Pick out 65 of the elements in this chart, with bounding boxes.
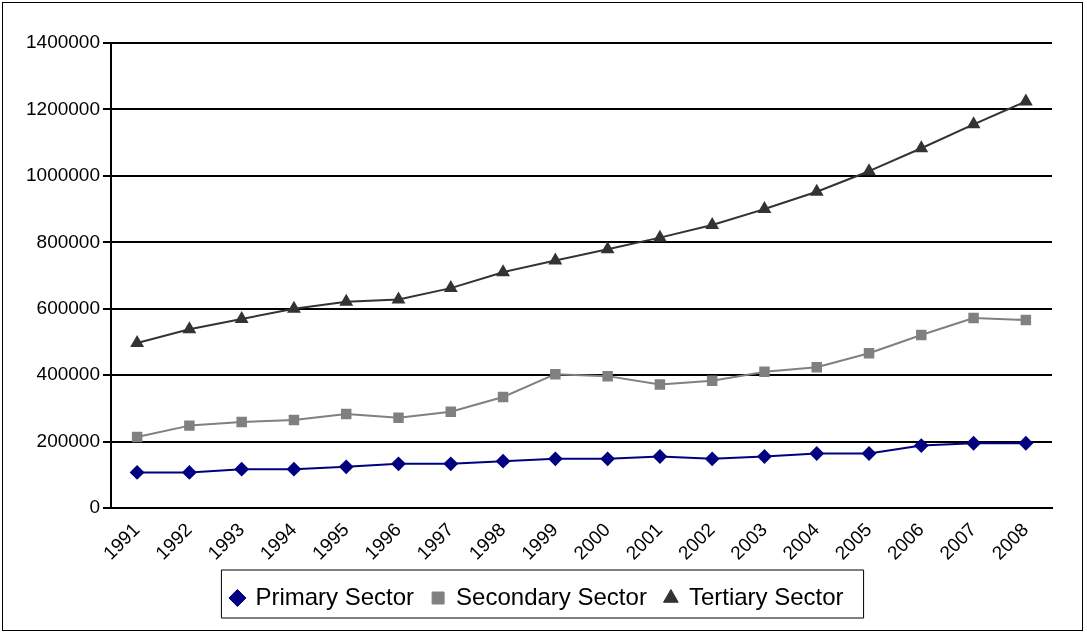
point — [1020, 314, 1032, 326]
point — [863, 347, 875, 359]
point — [811, 361, 822, 373]
y-tick-label: 1200000 — [26, 97, 100, 119]
legend-label: Primary Sector — [255, 582, 415, 610]
legend-label: Secondary Sector — [456, 582, 647, 610]
point — [339, 459, 354, 474]
point — [653, 230, 667, 242]
point — [600, 451, 615, 466]
point — [915, 141, 928, 153]
point — [862, 164, 876, 176]
point — [862, 446, 877, 461]
point — [236, 416, 247, 428]
point — [601, 242, 614, 254]
point — [810, 184, 823, 196]
point — [914, 438, 929, 453]
y-tick-label: 1400000 — [26, 31, 100, 53]
point — [183, 322, 196, 334]
point — [705, 218, 719, 230]
point — [1019, 94, 1033, 106]
point — [654, 379, 666, 390]
point — [184, 420, 195, 431]
point — [968, 312, 979, 324]
y-tick-label: 800000 — [36, 230, 100, 252]
point — [602, 370, 613, 382]
point — [131, 431, 143, 443]
y-tick-label: 0 — [89, 496, 100, 518]
point — [130, 335, 144, 347]
point — [705, 451, 720, 466]
point — [496, 265, 510, 277]
point — [182, 465, 197, 480]
point — [758, 202, 771, 214]
point — [757, 449, 772, 464]
point — [340, 294, 353, 306]
point — [916, 329, 927, 341]
point — [652, 449, 667, 464]
point — [966, 436, 981, 451]
point — [287, 301, 301, 313]
point — [809, 446, 824, 461]
y-tick-label: 1000000 — [26, 164, 100, 186]
point — [549, 253, 562, 265]
point — [445, 406, 457, 417]
y-tick-label: 600000 — [36, 296, 100, 318]
point — [967, 117, 980, 129]
point — [130, 465, 145, 480]
point — [393, 412, 404, 423]
y-tick-label: 200000 — [36, 429, 100, 451]
point — [288, 414, 300, 426]
point — [340, 408, 352, 420]
point — [496, 454, 511, 469]
point — [550, 368, 561, 380]
point — [391, 456, 406, 471]
point — [286, 462, 301, 477]
point — [759, 366, 770, 378]
point — [548, 451, 563, 466]
point — [1018, 436, 1033, 451]
point — [392, 292, 405, 304]
legend-label: Tertiary Sector — [688, 582, 844, 610]
point — [235, 312, 248, 324]
y-tick-label: 400000 — [36, 363, 100, 385]
point — [234, 462, 249, 477]
point — [497, 391, 509, 403]
point — [443, 456, 458, 471]
point — [444, 281, 457, 293]
point — [706, 375, 718, 387]
